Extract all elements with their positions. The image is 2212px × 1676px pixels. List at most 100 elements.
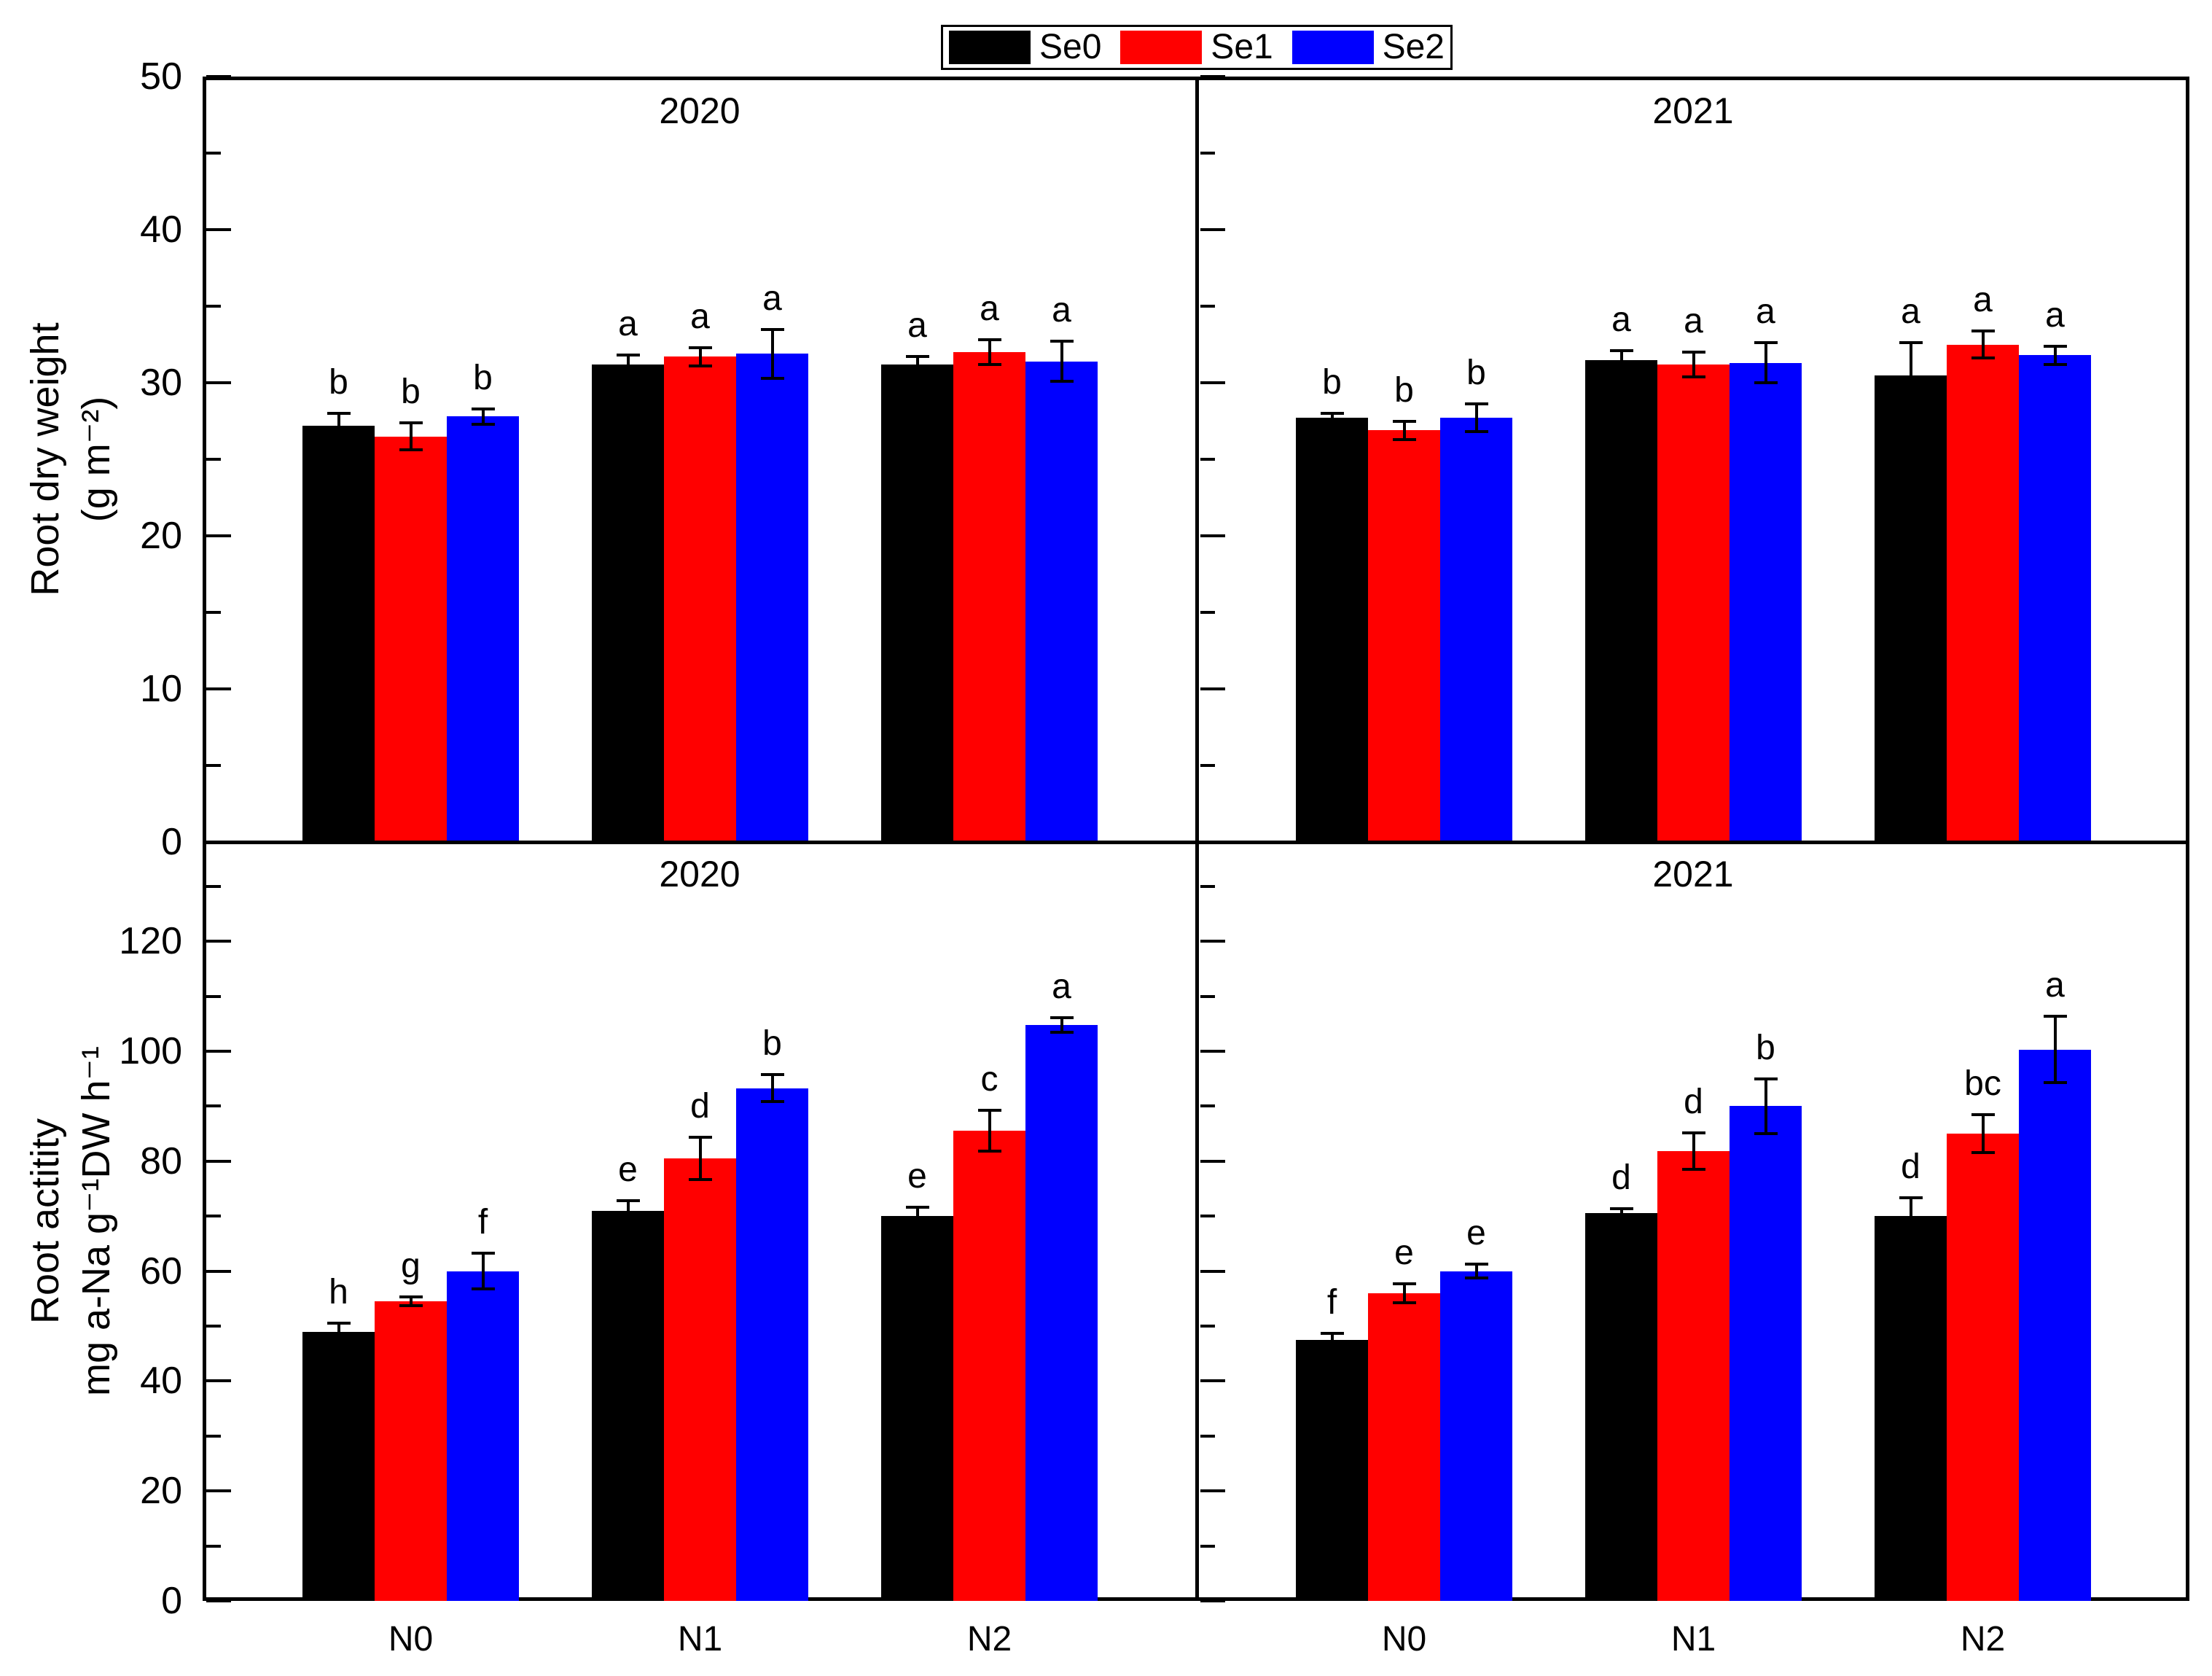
bar-bottom-right-n1-se0 xyxy=(1585,1213,1657,1601)
bar-top-left-n0-se1 xyxy=(375,436,447,842)
error-bar-cap-bottom xyxy=(1681,375,1705,378)
sig-letter: a xyxy=(1756,292,1775,332)
x-category-label-n0: N0 xyxy=(1381,1620,1427,1659)
y-major-tick xyxy=(1200,1489,1225,1493)
sig-letter: a xyxy=(1901,292,1920,332)
y-major-tick xyxy=(1200,228,1225,231)
error-bar-cap-bottom xyxy=(1899,405,1923,409)
y-major-tick xyxy=(206,1159,231,1163)
y-major-tick xyxy=(1200,75,1225,78)
error-bar-cap-top xyxy=(688,1136,712,1139)
error-bar-cap-top xyxy=(399,1295,423,1299)
error-bar xyxy=(770,329,774,378)
error-bar-cap-top xyxy=(471,407,495,410)
y-minor-tick xyxy=(1200,458,1215,461)
sig-letter: h xyxy=(329,1273,348,1312)
x-category-label-n2: N2 xyxy=(966,1620,1012,1659)
error-bar xyxy=(1330,1333,1334,1346)
y-axis-title-top-line2: (g m⁻²) xyxy=(74,396,118,523)
error-bar xyxy=(698,347,702,366)
error-bar-cap-top xyxy=(1899,1196,1923,1200)
legend-label-se2: Se2 xyxy=(1382,28,1445,66)
bar-bottom-left-n2-se1 xyxy=(953,1131,1025,1601)
error-bar-cap-top xyxy=(616,354,640,357)
error-bar xyxy=(1981,330,1985,359)
bar-bottom-right-n1-se2 xyxy=(1730,1106,1802,1601)
sig-letter: b xyxy=(401,372,421,411)
sig-letter: a xyxy=(1052,291,1071,330)
y-minor-tick xyxy=(206,1325,221,1328)
error-bar xyxy=(337,1323,340,1340)
legend-entry-se1: Se1 xyxy=(1120,28,1273,66)
y-tick-label: 20 xyxy=(140,1470,182,1513)
legend: Se0 Se1 Se2 xyxy=(941,25,1453,70)
sig-letter: d xyxy=(690,1087,710,1126)
error-bar xyxy=(1909,343,1912,408)
legend-swatch-se2 xyxy=(1291,31,1374,64)
y-axis-title-bottom-line1: Root actitity xyxy=(23,1118,67,1325)
bar-top-right-n0-se1 xyxy=(1368,430,1440,842)
error-bar-cap-top xyxy=(905,355,929,359)
y-minor-tick xyxy=(1200,1544,1215,1548)
bar-top-right-n1-se0 xyxy=(1585,359,1657,842)
error-bar-cap-bottom xyxy=(1754,1132,1778,1136)
bar-bottom-left-n2-se0 xyxy=(881,1216,953,1601)
sig-letter: f xyxy=(1326,1282,1337,1322)
error-bar-cap-bottom xyxy=(471,1287,495,1290)
y-major-tick xyxy=(1200,1050,1225,1053)
y-major-tick xyxy=(206,534,231,537)
y-minor-tick xyxy=(1200,1434,1215,1438)
y-major-tick xyxy=(206,940,231,943)
sig-letter: d xyxy=(1611,1158,1631,1198)
bar-bottom-right-n0-se1 xyxy=(1368,1293,1440,1601)
y-major-tick xyxy=(1200,1159,1225,1163)
sig-letter: a xyxy=(690,297,710,336)
x-category-label-n1: N1 xyxy=(677,1620,723,1659)
error-bar-cap-bottom xyxy=(399,448,423,452)
y-minor-tick xyxy=(206,305,221,308)
error-bar-cap-bottom xyxy=(1320,1344,1344,1348)
error-bar-cap-bottom xyxy=(471,422,495,426)
bar-top-right-n0-se2 xyxy=(1440,418,1512,842)
error-bar-cap-top xyxy=(1392,1282,1416,1285)
error-bar-cap-bottom xyxy=(327,1338,351,1341)
y-minor-tick xyxy=(206,152,221,155)
y-minor-tick xyxy=(206,611,221,614)
error-bar-cap-top xyxy=(1320,1331,1344,1335)
y-tick-label: 40 xyxy=(140,1360,182,1403)
bar-top-left-n0-se0 xyxy=(302,425,375,842)
y-major-tick xyxy=(1200,1379,1225,1383)
error-bar-cap-bottom xyxy=(760,376,784,380)
error-bar xyxy=(1619,350,1623,370)
y-major-tick xyxy=(1200,687,1225,690)
sig-letter: d xyxy=(1684,1083,1703,1122)
error-bar-cap-top xyxy=(1609,1207,1633,1211)
sig-letter: b xyxy=(473,358,493,397)
error-bar xyxy=(1060,341,1063,381)
sig-letter: a xyxy=(907,306,927,346)
sig-letter: bc xyxy=(1964,1064,2001,1103)
error-bar xyxy=(698,1137,702,1180)
error-bar xyxy=(626,1201,630,1221)
bar-top-right-n1-se1 xyxy=(1657,364,1730,842)
bar-bottom-left-n1-se2 xyxy=(736,1088,808,1601)
sig-letter: e xyxy=(1466,1213,1486,1252)
error-bar xyxy=(626,355,630,374)
y-minor-tick xyxy=(206,764,221,767)
error-bar-cap-top xyxy=(327,1322,351,1325)
bar-bottom-right-n2-se0 xyxy=(1875,1216,1947,1601)
error-bar xyxy=(915,356,919,373)
error-bar-cap-top xyxy=(1971,329,1995,332)
error-bar-cap-bottom xyxy=(1392,437,1416,441)
error-bar xyxy=(337,413,340,438)
legend-entry-se2: Se2 xyxy=(1291,28,1445,66)
bar-bottom-left-n1-se1 xyxy=(664,1158,736,1601)
bar-top-right-n2-se1 xyxy=(1947,344,2019,842)
error-bar-cap-bottom xyxy=(1971,356,1995,360)
sig-letter: a xyxy=(2045,966,2065,1005)
panel-divider-vertical xyxy=(1195,77,1199,1601)
sig-letter: b xyxy=(1756,1028,1775,1067)
error-bar xyxy=(988,1110,991,1152)
sig-letter: b xyxy=(762,1024,782,1063)
y-major-tick xyxy=(1200,534,1225,537)
